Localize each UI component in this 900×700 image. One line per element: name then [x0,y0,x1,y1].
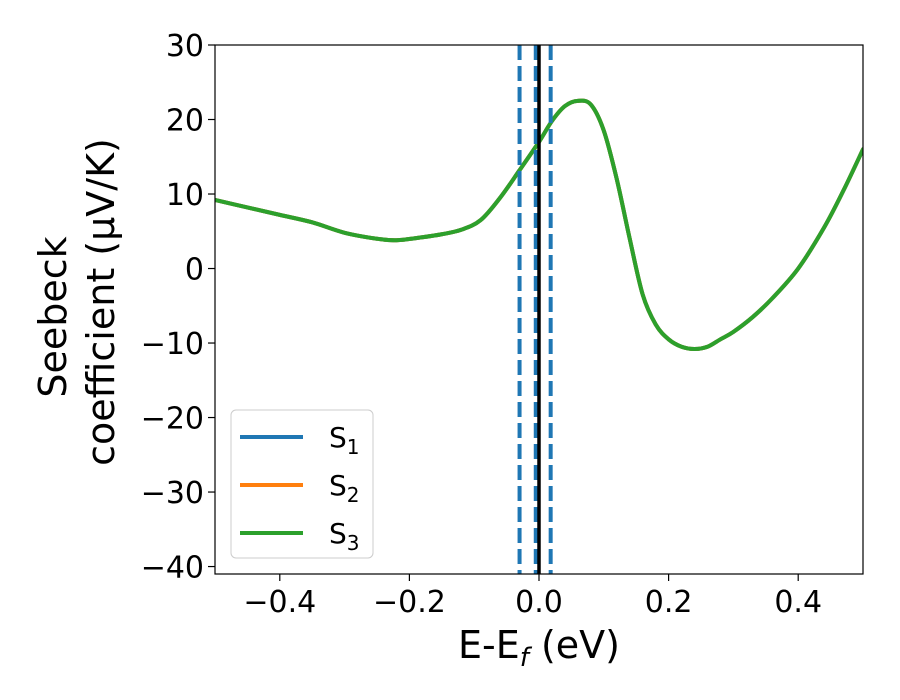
y-axis-title-line1: Seebeck [31,236,75,397]
y-tick-label: 10 [166,178,204,213]
series-layer [215,98,863,351]
series-line-s3 [215,98,863,351]
y-tick-label: −30 [141,476,204,511]
y-axis-ticks: 30 20 10 0 −10 −20 −30 −40 [141,29,215,586]
y-tick-label: 0 [185,253,204,288]
x-tick-label: −0.4 [243,585,316,620]
y-tick-label: 20 [166,104,204,139]
y-axis-title-line2: coefficient (μV/K) [79,138,123,466]
legend-label-s2: S2 [329,469,360,507]
y-tick-label: −10 [141,327,204,362]
x-axis-title: E-Ef (eV) [458,623,620,673]
x-tick-label: 0.0 [515,585,563,620]
legend-label-s3: S3 [329,517,360,555]
y-tick-label: −20 [141,402,204,437]
legend: S1 S2 S3 [230,409,374,559]
vertical-lines [517,45,553,574]
legend-label-s1: S1 [329,421,360,459]
x-tick-label: −0.2 [373,585,446,620]
y-tick-label: 30 [166,29,204,64]
x-tick-label: 0.4 [774,585,822,620]
x-tick-label: 0.2 [645,585,693,620]
x-axis-ticks: −0.4 −0.2 0.0 0.2 0.4 [243,574,822,620]
y-tick-label: −40 [141,551,204,586]
